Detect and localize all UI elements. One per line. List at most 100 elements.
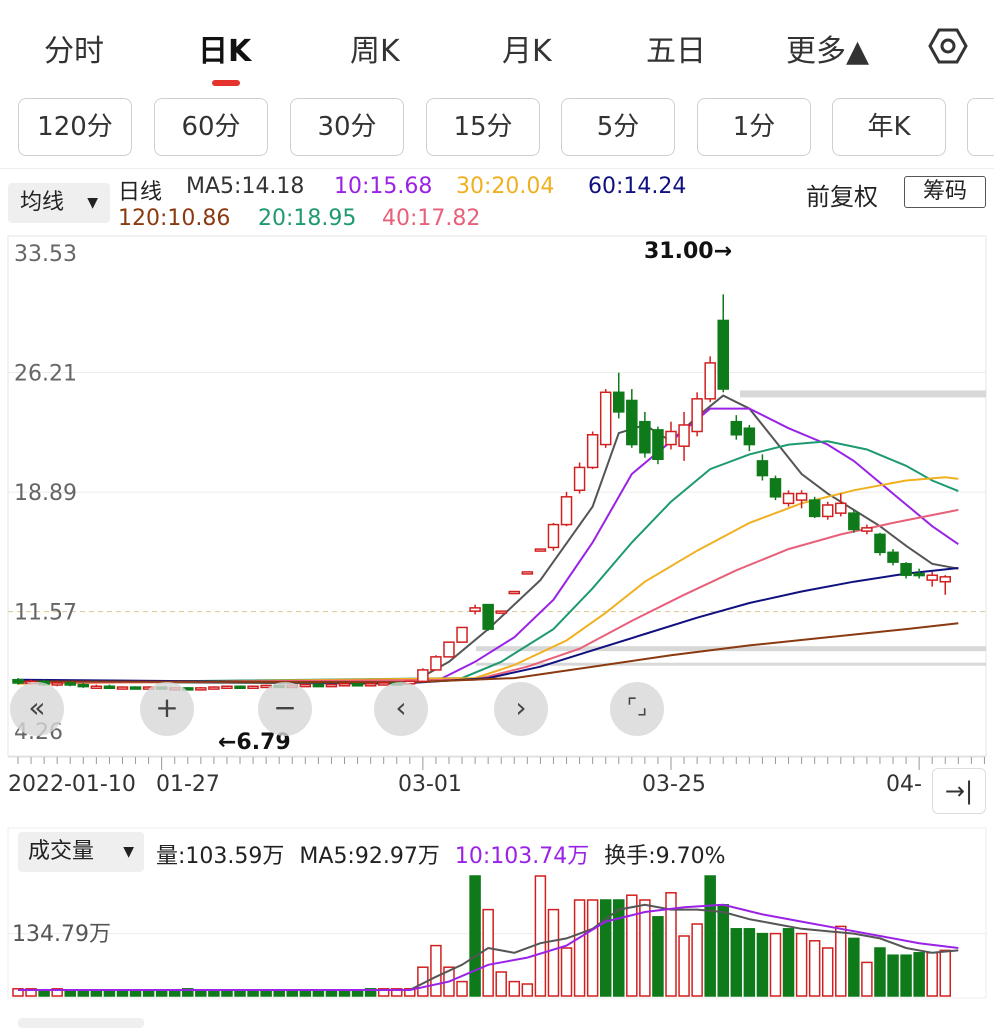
volume-bar <box>469 875 481 997</box>
candle-body <box>795 492 808 501</box>
volume-amount: 量:103.59万 <box>156 844 285 869</box>
period-120min[interactable]: 120分 <box>18 98 132 156</box>
volume-bar <box>456 980 468 997</box>
volume-bar <box>665 892 677 997</box>
chip-distribution-button[interactable]: 筹码 <box>904 176 986 208</box>
candle-body <box>861 527 873 532</box>
period-1min[interactable]: 1分 <box>697 98 811 156</box>
volume-bar <box>312 990 325 997</box>
ma-line-ma30 <box>17 476 959 685</box>
candle-body <box>417 669 429 683</box>
volume-bar <box>639 899 651 997</box>
candle-body <box>652 429 664 461</box>
volume-bar <box>534 875 547 997</box>
period-15min[interactable]: 15分 <box>426 98 540 156</box>
volume-selector-label: 成交量 <box>28 839 95 864</box>
caret-down-icon: ▼ <box>87 195 98 211</box>
ma-selector[interactable]: 均线 ▼ <box>8 183 110 223</box>
volume-indicator-selector[interactable]: 成交量 ▼ <box>18 832 144 872</box>
candle-body <box>51 682 63 686</box>
volume-bar <box>821 947 834 997</box>
tab-more[interactable]: 更多▲ <box>786 34 870 69</box>
tab-month-k[interactable]: 月K <box>502 34 552 69</box>
chart-frame <box>7 235 987 757</box>
zoom-out-button[interactable]: − <box>258 682 312 736</box>
tab-day-k[interactable]: 日K <box>198 34 252 69</box>
candle-body <box>926 574 938 581</box>
volume-bar <box>129 990 142 997</box>
date-label-0301: 03-01 <box>398 772 462 797</box>
y-tick-label: 18.89 <box>14 481 77 506</box>
period-5min[interactable]: 5分 <box>561 98 675 156</box>
tab-fenshi[interactable]: 分时 <box>44 34 104 69</box>
volume-ma10-line <box>18 903 959 991</box>
price-reference-band <box>476 662 986 666</box>
candle-body <box>195 687 207 691</box>
header-divider <box>0 168 994 169</box>
candle-body <box>12 678 24 684</box>
ma-line-ma5 <box>17 394 959 685</box>
volume-bar <box>325 990 338 997</box>
ma-line-ma120 <box>17 622 959 684</box>
candle-body <box>364 683 377 687</box>
candle-body <box>639 420 651 454</box>
turnover-rate: 换手:9.70% <box>604 844 726 869</box>
volume-bar <box>678 935 690 997</box>
active-tab-indicator <box>212 80 240 86</box>
volume-bar <box>547 908 560 997</box>
hexagon-gear-icon[interactable] <box>928 26 968 66</box>
next-button[interactable]: › <box>494 682 548 736</box>
volume-legend: 量:103.59万 MA5:92.97万 10:103.74万 换手:9.70% <box>156 838 726 870</box>
candle-body <box>743 427 756 446</box>
ma5-value: MA5:14.18 <box>186 174 305 199</box>
candle-body <box>247 685 259 690</box>
price-reference-band <box>740 390 986 398</box>
period-more-partial[interactable] <box>967 98 994 156</box>
chevron-right-icon: › <box>515 691 527 724</box>
jump-to-end-icon: →| <box>944 777 974 805</box>
y-tick-label: 11.57 <box>14 601 77 626</box>
candle-body <box>900 563 912 576</box>
ma40-value: 40:17.82 <box>382 206 481 231</box>
ma-daily-label: 日线 <box>118 180 163 205</box>
volume-bar <box>64 990 76 997</box>
volume-bar <box>599 899 612 997</box>
volume-bar <box>848 937 860 997</box>
period-year-k[interactable]: 年K <box>832 98 946 156</box>
next-indicator-selector[interactable] <box>18 1018 144 1028</box>
volume-bar <box>234 990 246 997</box>
ma120-value: 120:10.86 <box>118 206 231 231</box>
prev-button[interactable]: ‹ <box>374 682 428 736</box>
volume-bar <box>495 971 507 997</box>
adjust-mode-label[interactable]: 前复权 <box>806 183 878 211</box>
zoom-in-button[interactable]: + <box>140 682 194 736</box>
candle-body <box>338 683 351 687</box>
period-30min[interactable]: 30分 <box>290 98 404 156</box>
ma-line-ma40 <box>17 508 959 684</box>
candle-body <box>103 685 116 690</box>
candle-body <box>730 420 743 436</box>
jump-to-end-button[interactable]: →| <box>932 768 986 814</box>
volume-bar <box>730 928 743 997</box>
period-60min[interactable]: 60分 <box>154 98 268 156</box>
candle-body <box>495 610 507 614</box>
volume-bar <box>717 904 729 997</box>
fullscreen-button[interactable]: ⌜⌟ <box>610 682 664 736</box>
candle-body <box>717 319 729 390</box>
tab-five-day[interactable]: 五日 <box>646 34 706 69</box>
fast-back-button[interactable]: « <box>10 682 64 736</box>
volume-bar <box>364 988 377 997</box>
tab-week-k[interactable]: 周K <box>350 34 400 69</box>
candle-body <box>939 576 952 583</box>
candle-body <box>64 682 76 686</box>
fullscreen-icon: ⌜⌟ <box>626 695 648 720</box>
candle-body <box>874 533 886 554</box>
volume-bar <box>913 952 925 997</box>
volume-bar <box>338 990 351 997</box>
candle-body <box>443 641 455 658</box>
candle-body <box>573 466 586 492</box>
ma-selector-label: 均线 <box>20 190 65 215</box>
volume-bar <box>482 908 494 997</box>
volume-bar <box>795 932 808 997</box>
